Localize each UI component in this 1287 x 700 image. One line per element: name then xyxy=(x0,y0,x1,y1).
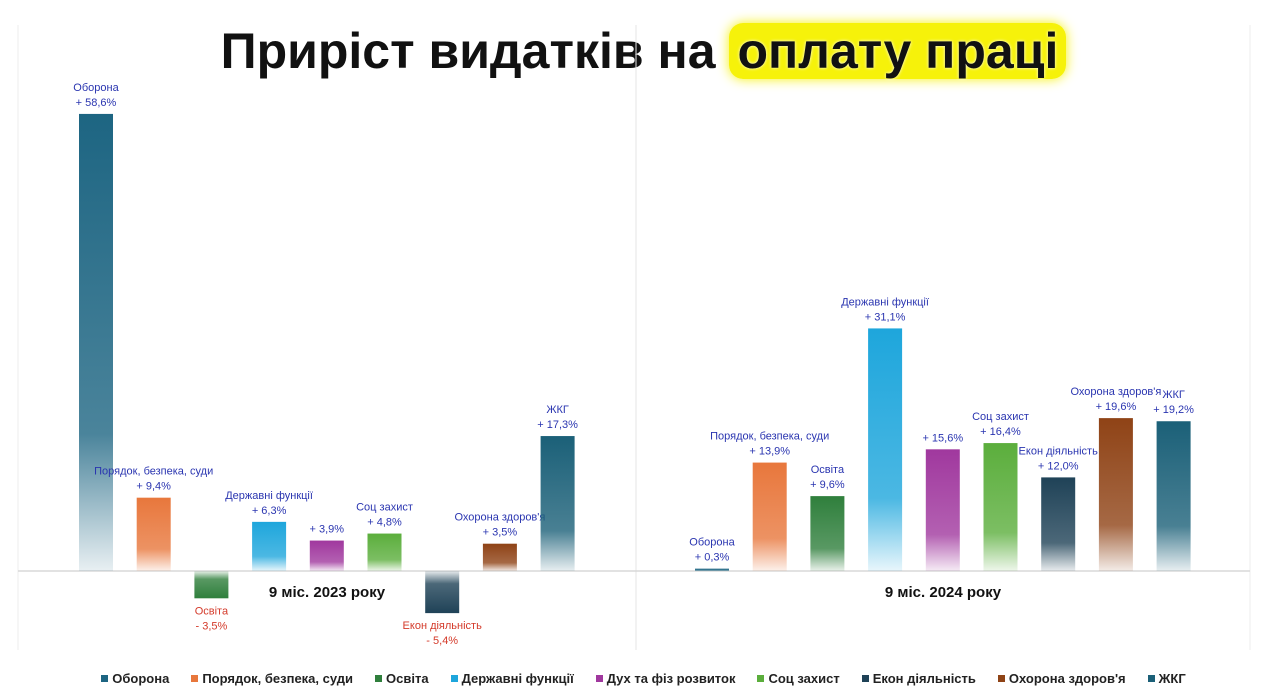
data-label: + 9,6% xyxy=(810,479,845,491)
category-label: Державні функції xyxy=(225,490,313,502)
legend-label: Дух та фіз розвиток xyxy=(606,671,736,686)
legend-item: ЖКГ xyxy=(1147,671,1186,686)
legend-item: Соц захист xyxy=(757,671,840,686)
category-label: Порядок, безпека, суди xyxy=(94,466,213,478)
title-highlight: оплату праці xyxy=(729,23,1067,79)
legend-swatch xyxy=(191,675,199,682)
data-label: + 58,6% xyxy=(76,97,117,109)
bar xyxy=(925,449,960,571)
data-label: + 6,3% xyxy=(252,505,287,517)
data-label: + 19,2% xyxy=(1153,404,1194,416)
period-label: 9 міс. 2024 року xyxy=(885,584,1002,601)
bar xyxy=(309,540,344,571)
data-label: + 19,6% xyxy=(1096,401,1137,413)
category-label: Освіта xyxy=(195,605,229,617)
category-label: Освіта xyxy=(811,464,845,476)
bar xyxy=(868,328,903,571)
legend-item: Дух та фіз розвиток xyxy=(595,671,736,686)
bar xyxy=(540,436,575,571)
bar xyxy=(752,462,787,571)
data-label: - 5,4% xyxy=(426,635,458,647)
category-label: Оборона xyxy=(73,82,119,94)
bar xyxy=(136,497,171,571)
category-label: Охорона здоров'я xyxy=(454,512,545,524)
legend-swatch xyxy=(997,675,1005,682)
data-label: + 16,4% xyxy=(980,426,1021,438)
legend-swatch xyxy=(861,675,869,682)
data-label: + 4,8% xyxy=(367,517,402,529)
data-label: - 3,5% xyxy=(196,620,228,632)
legend-swatch xyxy=(101,675,109,682)
bar-chart: 9 міс. 2023 року + 58,6% Оборона + 9,4% Поря… xyxy=(17,25,1251,650)
legend-label: Державні функції xyxy=(461,671,574,686)
legend-swatch xyxy=(595,675,603,682)
data-label: + 17,3% xyxy=(537,419,578,431)
legend: Оборона Порядок, безпека, суди Освіта Держа… xyxy=(0,671,1287,686)
bar xyxy=(367,533,402,571)
category-label: Охорона здоров'я xyxy=(1070,386,1161,398)
legend-swatch xyxy=(375,675,383,682)
category-label: Порядок, безпека, суди xyxy=(710,431,829,443)
legend-label: Екон діяльність xyxy=(872,671,976,686)
legend-item: Порядок, безпека, суди xyxy=(191,671,353,686)
category-label: ЖКГ xyxy=(1162,389,1185,401)
legend-label: ЖКГ xyxy=(1158,671,1186,686)
data-label: + 3,9% xyxy=(310,524,345,536)
category-label: Державні функції xyxy=(841,296,929,308)
category-label: Екон діяльність xyxy=(403,620,483,632)
bar xyxy=(252,521,287,571)
legend-label: Освіта xyxy=(386,671,429,686)
bar xyxy=(1156,421,1191,571)
legend-label: Охорона здоров'я xyxy=(1008,671,1126,686)
data-label: + 13,9% xyxy=(749,446,790,458)
category-label: ЖКГ xyxy=(546,404,569,416)
legend-label: Порядок, безпека, суди xyxy=(202,671,354,686)
legend-swatch xyxy=(450,675,458,682)
data-label: + 0,3% xyxy=(695,552,730,564)
bar xyxy=(482,543,517,571)
data-label: + 31,1% xyxy=(865,311,906,323)
legend-swatch xyxy=(757,675,765,682)
legend-item: Освіта xyxy=(375,671,429,686)
bar xyxy=(1041,477,1076,571)
period-label: 9 міс. 2023 року xyxy=(269,584,386,601)
legend-item: Охорона здоров'я xyxy=(997,671,1126,686)
bar xyxy=(79,113,113,572)
bar xyxy=(983,443,1018,571)
data-label: + 3,5% xyxy=(483,527,518,539)
category-label: Соц захист xyxy=(356,502,413,514)
legend-item: Державні функції xyxy=(450,671,574,686)
legend-swatch xyxy=(1147,675,1155,682)
legend-item: Оборона xyxy=(101,671,169,686)
category-label: Соц захист xyxy=(972,411,1029,423)
bar xyxy=(1098,418,1133,571)
title-main: Приріст видатків на xyxy=(220,23,716,79)
legend-label: Соц захист xyxy=(768,671,840,686)
bar xyxy=(810,496,845,571)
bar xyxy=(194,571,229,599)
category-label: Екон діяльність xyxy=(1019,445,1099,457)
category-label: Оборона xyxy=(689,537,735,549)
legend-item: Екон діяльність xyxy=(861,671,976,686)
legend-label: Оборона xyxy=(112,671,170,686)
data-label: + 9,4% xyxy=(136,481,171,493)
bar xyxy=(425,571,460,614)
bar xyxy=(695,568,729,571)
data-label: + 12,0% xyxy=(1038,460,1079,472)
data-label: + 15,6% xyxy=(922,432,963,444)
chart-title: Приріст видатків на оплату праці xyxy=(0,22,1287,80)
